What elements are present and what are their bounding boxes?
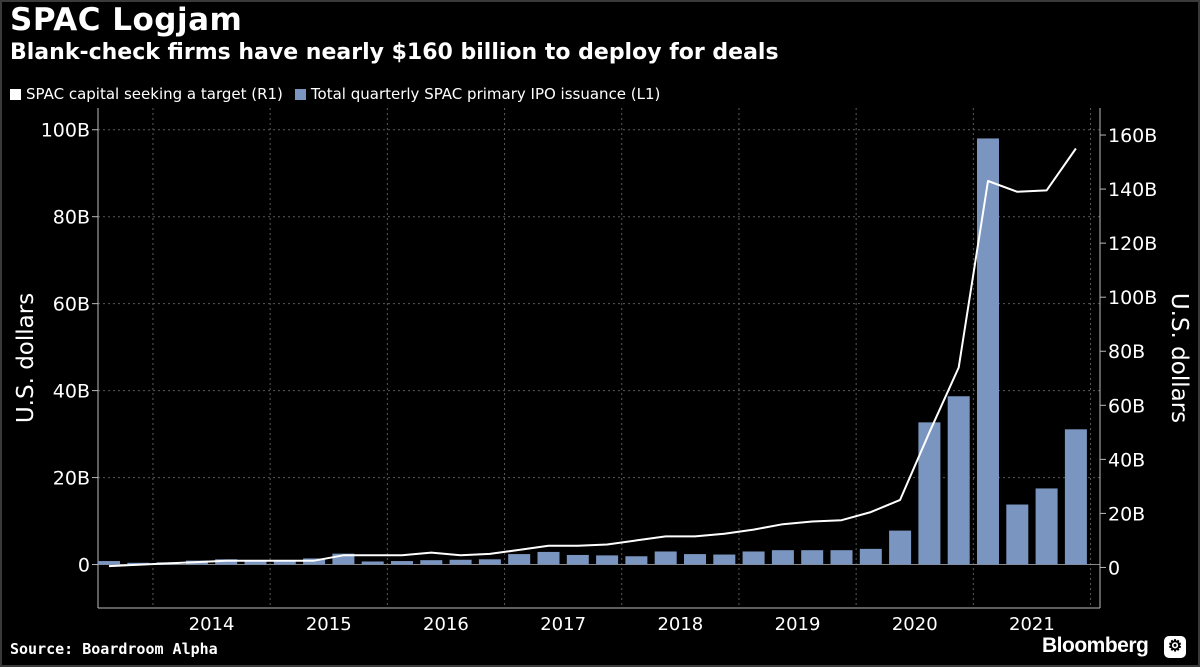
x-tick-label: 2017	[540, 614, 586, 635]
bar	[449, 559, 472, 565]
bar	[1064, 429, 1087, 565]
right-tick-label: 140B	[1108, 179, 1157, 201]
bar	[625, 556, 648, 565]
legend-swatch-bar	[294, 88, 306, 100]
right-tick-label: 20B	[1108, 503, 1145, 525]
right-tick-label: 100B	[1108, 287, 1157, 309]
bar	[244, 561, 267, 565]
bar	[830, 550, 853, 565]
chart-legend: SPAC capital seeking a target (R1) Total…	[10, 85, 672, 103]
bar	[684, 554, 706, 565]
bar	[947, 396, 970, 565]
left-tick-label: 80B	[53, 207, 90, 229]
x-tick-label: 2015	[306, 614, 352, 635]
bar	[977, 138, 999, 565]
bloomberg-badge-icon: ⚙	[1164, 636, 1186, 658]
right-tick-label: 40B	[1108, 449, 1145, 471]
legend-item-line: SPAC capital seeking a target (R1)	[10, 85, 283, 103]
legend-label-bar: Total quarterly SPAC primary IPO issuanc…	[310, 85, 661, 103]
bar	[801, 550, 824, 565]
bar	[859, 548, 882, 565]
x-tick-label: 2014	[189, 614, 235, 635]
bar	[596, 555, 619, 565]
bar	[420, 560, 443, 565]
bar	[391, 561, 413, 565]
left-axis-title: U.S. dollars	[13, 293, 39, 423]
right-tick-label: 0	[1108, 557, 1120, 579]
right-tick-label: 120B	[1108, 233, 1157, 255]
right-axis-title: U.S. dollars	[1166, 293, 1192, 423]
bar	[771, 550, 794, 565]
right-tick-label: 60B	[1108, 395, 1145, 417]
bar	[537, 551, 560, 565]
bar	[918, 422, 941, 565]
legend-label-line: SPAC capital seeking a target (R1)	[26, 85, 283, 103]
bar	[889, 530, 912, 565]
bar	[742, 551, 765, 565]
left-tick-label: 0	[78, 555, 90, 577]
bar	[1006, 504, 1029, 565]
right-tick-label: 160B	[1108, 125, 1157, 147]
legend-item-bar: Total quarterly SPAC primary IPO issuanc…	[294, 85, 661, 103]
bar	[127, 562, 150, 565]
bar	[478, 559, 501, 565]
bar	[654, 551, 677, 565]
bar	[332, 553, 355, 565]
bar	[566, 554, 589, 565]
x-tick-label: 2018	[657, 614, 703, 635]
bar	[713, 554, 736, 565]
x-tick-label: 2019	[775, 614, 821, 635]
left-tick-label: 20B	[53, 468, 90, 490]
x-tick-label: 2020	[892, 614, 938, 635]
bar	[98, 561, 120, 565]
bar	[361, 561, 384, 565]
x-tick-label: 2016	[423, 614, 469, 635]
x-tick-label: 2021	[1009, 614, 1055, 635]
line-series	[108, 147, 1077, 568]
left-tick-label: 40B	[53, 381, 90, 403]
legend-swatch-line	[10, 88, 21, 100]
brand-logo-text: Bloomberg	[1042, 634, 1149, 657]
left-tick-label: 60B	[53, 294, 90, 316]
chart-title: SPAC Logjam	[10, 2, 243, 38]
bar	[273, 560, 296, 565]
bar	[1035, 488, 1058, 565]
bar	[215, 559, 238, 565]
chart-subtitle: Blank-check firms have nearly $160 billi…	[10, 40, 779, 65]
right-tick-label: 80B	[1108, 341, 1145, 363]
left-tick-label: 100B	[41, 120, 90, 142]
source-note: Source: Boardroom Alpha	[10, 640, 218, 658]
bar	[508, 554, 531, 565]
